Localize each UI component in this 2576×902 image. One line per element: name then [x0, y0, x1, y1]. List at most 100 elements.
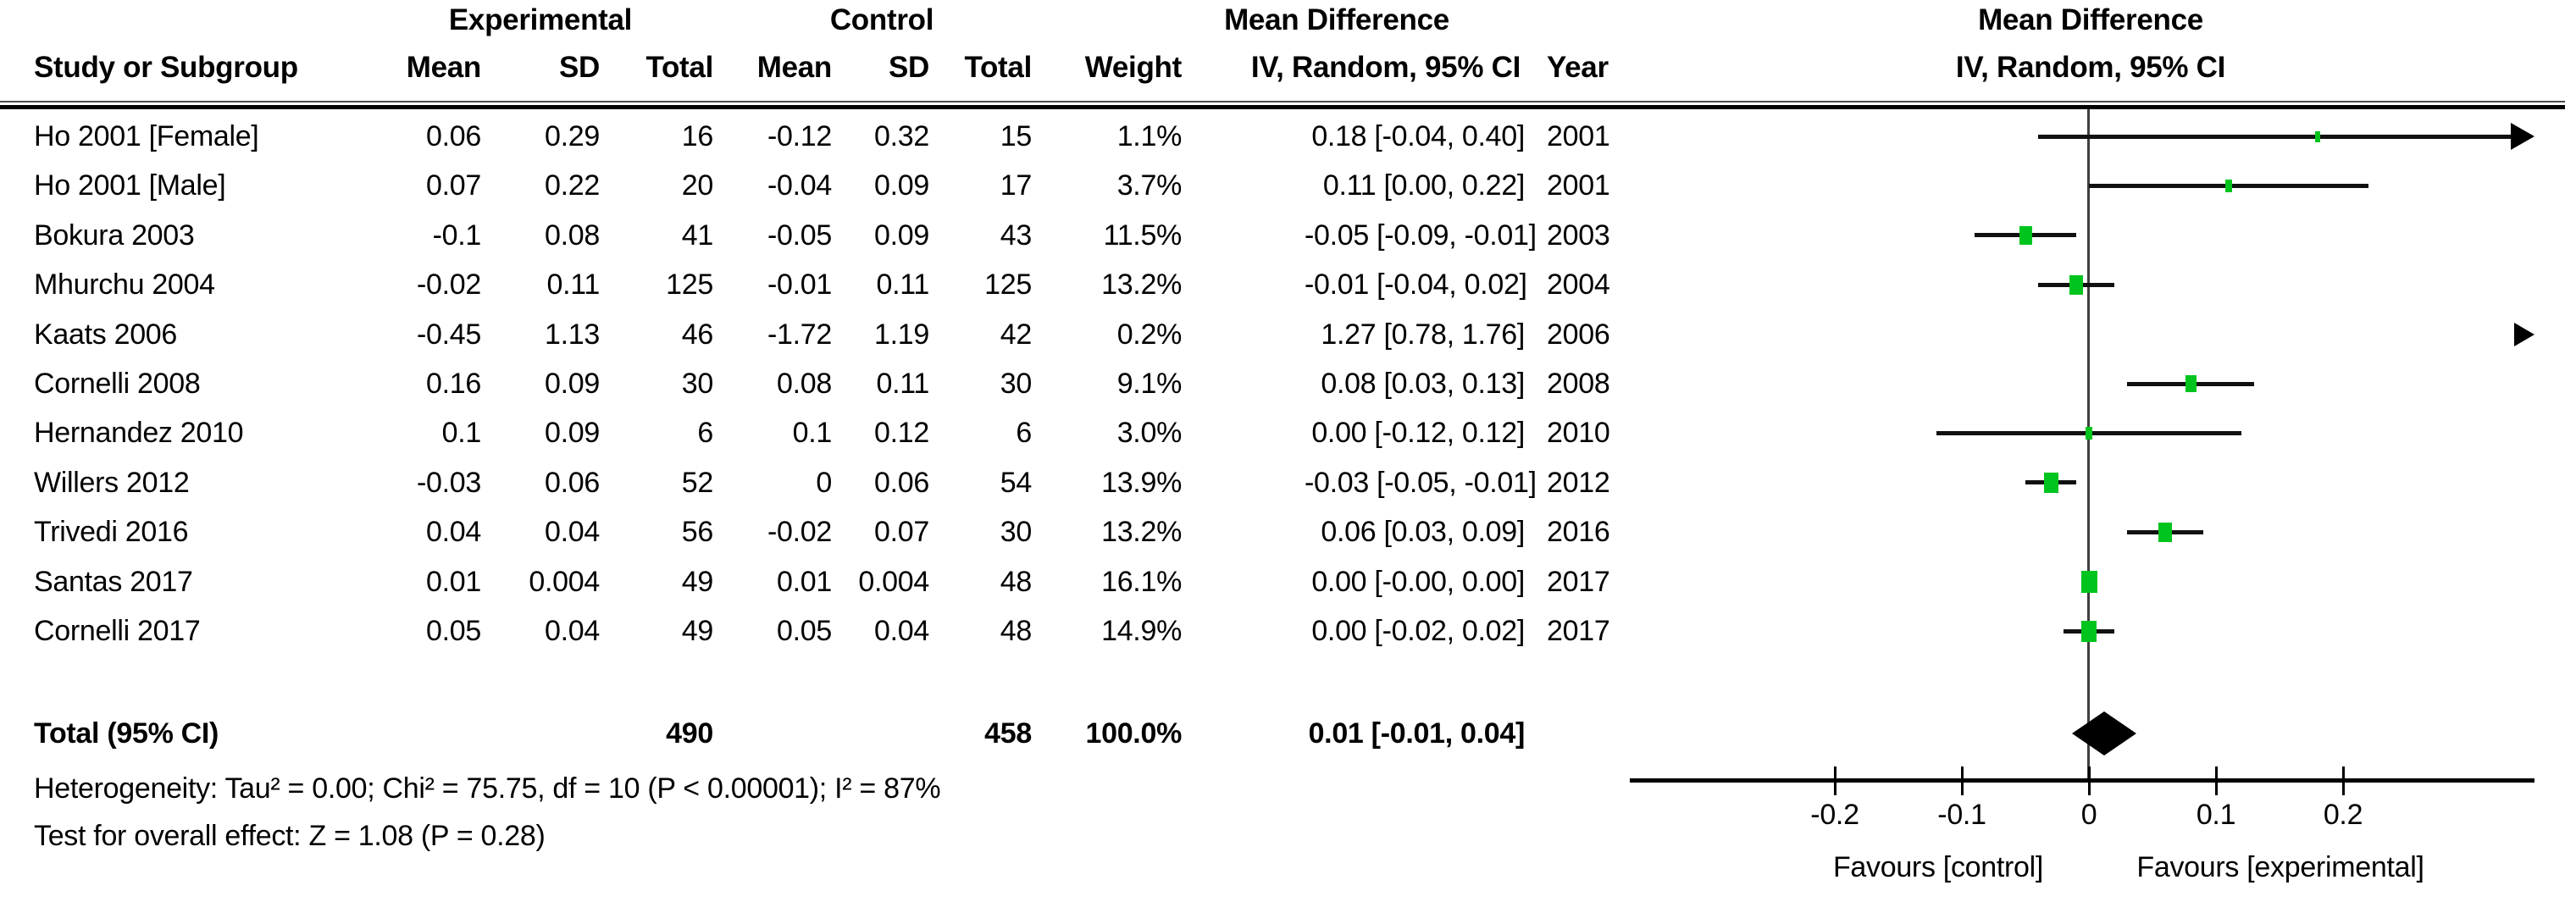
axis-tick [2087, 766, 2091, 795]
cell-year: 2017 [1547, 565, 1610, 598]
header-rule-thin [0, 101, 2565, 102]
offscale-arrow-icon [2514, 322, 2534, 346]
tick-label: -0.2 [1810, 799, 1859, 831]
axis-tick [1833, 766, 1836, 795]
cell-mean_e: 0.07 [426, 169, 481, 202]
cell-total_c: 30 [1000, 516, 1033, 549]
cell-mean_c: 0.1 [792, 417, 833, 450]
cell-sd_c: 0.04 [874, 615, 929, 647]
cell-sd_e: 0.29 [545, 120, 600, 152]
cell-total_c: 48 [1000, 565, 1033, 598]
cell-sd_e: 0.04 [545, 516, 600, 549]
cell-sd_c: 1.19 [874, 318, 929, 351]
cell-sd_c: 0.12 [874, 417, 929, 450]
cell-weight: 13.2% [1101, 516, 1182, 549]
cell-sd_c: 0.07 [874, 516, 929, 549]
study-label: Trivedi 2016 [34, 516, 189, 549]
study-label: Bokura 2003 [34, 219, 195, 252]
cell-sd_e: 0.22 [545, 169, 600, 202]
cell-total_c: 15 [1000, 120, 1033, 152]
effect-marker [2080, 570, 2097, 593]
cell-total_e: 56 [681, 516, 714, 549]
effect-marker [2019, 225, 2032, 245]
effect-marker [2315, 130, 2320, 142]
column-header-ci: IV, Random, 95% CI [1250, 51, 1521, 84]
cell-ci_text: 0.00 [-0.00, 0.00] [1311, 565, 1525, 598]
cell-mean_e: -0.02 [417, 268, 481, 302]
cell-weight: 0.2% [1116, 318, 1183, 351]
cell-year: 2003 [1547, 219, 1610, 252]
x-axis-line [1630, 778, 2534, 783]
column-header-weight: Weight [1084, 51, 1183, 84]
column-header-study: Study or Subgroup [34, 51, 298, 84]
cell-total_e: 49 [681, 615, 714, 647]
cell-total_c: 6 [1016, 417, 1032, 450]
cell-year: 2017 [1547, 615, 1610, 647]
cell-total_e: 41 [681, 219, 714, 252]
cell-sd_c: 0.09 [874, 219, 929, 252]
cell-mean_c: -0.05 [767, 219, 832, 252]
effect-marker [2225, 179, 2232, 192]
cell-ci_text: 0.11 [0.00, 0.22] [1322, 169, 1525, 202]
cell-mean_c: -0.04 [767, 169, 832, 202]
column-header-ci-plot: IV, Random, 95% CI [1955, 51, 2226, 84]
cell-sd_e: 0.11 [546, 268, 601, 302]
cell-year: 2001 [1547, 169, 1610, 202]
cell-sd_c: 0.32 [874, 120, 929, 152]
cell-total_e: 16 [681, 120, 714, 152]
heterogeneity-note: Heterogeneity: Tau² = 0.00; Chi² = 75.75… [34, 772, 941, 805]
cell-ci_text: -0.05 [-0.09, -0.01] [1305, 219, 1537, 252]
cell-ci_text: 0.06 [0.03, 0.09] [1321, 516, 1525, 549]
total-row-ci: 0.01 [-0.01, 0.04] [1308, 717, 1526, 750]
column-header-total-control: Total [964, 51, 1032, 84]
cell-total_c: 125 [984, 268, 1032, 302]
cell-mean_e: -0.03 [417, 466, 481, 499]
column-header-mean-control: Mean [756, 51, 833, 84]
cell-total_c: 43 [1000, 219, 1033, 252]
study-label: Ho 2001 [Male] [34, 169, 226, 202]
cell-weight: 9.1% [1116, 368, 1183, 400]
cell-mean_c: 0 [816, 466, 832, 499]
cell-year: 2008 [1547, 368, 1610, 400]
cell-total_e: 49 [681, 565, 714, 598]
study-label: Willers 2012 [34, 466, 190, 499]
effect-marker [2081, 620, 2097, 642]
cell-total_e: 46 [681, 318, 714, 351]
effect-marker [2043, 472, 2058, 493]
group-header-mean-difference-left: Mean Difference [1224, 3, 1449, 36]
cell-ci_text: 0.08 [0.03, 0.13] [1321, 368, 1525, 400]
cell-total_c: 42 [1000, 318, 1033, 351]
total-row-label: Total (95% CI) [34, 717, 219, 750]
header-rule-thick [0, 105, 2565, 109]
column-header-year: Year [1547, 51, 1609, 84]
study-label: Cornelli 2008 [34, 368, 201, 400]
cell-weight: 13.9% [1101, 466, 1182, 499]
tick-label: 0.1 [2196, 799, 2236, 831]
cell-total_e: 125 [666, 268, 713, 302]
cell-ci_text: 0.00 [-0.12, 0.12] [1311, 417, 1525, 450]
cell-sd_c: 0.09 [874, 169, 929, 202]
tick-label: 0 [2080, 799, 2097, 831]
cell-year: 2006 [1547, 318, 1610, 351]
study-label: Mhurchu 2004 [34, 268, 215, 302]
cell-weight: 16.1% [1101, 565, 1182, 598]
cell-sd_c: 0.004 [858, 565, 929, 598]
effect-marker [2069, 274, 2083, 295]
cell-ci_text: -0.01 [-0.04, 0.02] [1305, 268, 1527, 302]
cell-mean_c: -0.02 [767, 516, 832, 549]
ci-arrow-icon [2511, 123, 2534, 150]
cell-mean_e: 0.04 [426, 516, 481, 549]
cell-ci_text: -0.03 [-0.05, -0.01] [1305, 466, 1537, 499]
cell-ci_text: 0.00 [-0.02, 0.02] [1311, 615, 1525, 647]
cell-weight: 3.0% [1116, 417, 1183, 450]
cell-year: 2010 [1547, 417, 1610, 450]
effect-marker [2158, 522, 2172, 542]
total-row-weight: 100.0% [1085, 717, 1182, 750]
cell-ci_text: 1.27 [0.78, 1.76] [1321, 318, 1525, 351]
cell-total_e: 6 [697, 417, 713, 450]
study-label: Cornelli 2017 [34, 615, 201, 647]
cell-mean_e: -0.45 [417, 318, 481, 351]
cell-year: 2016 [1547, 516, 1610, 549]
cell-sd_e: 0.04 [545, 615, 600, 647]
cell-mean_e: 0.16 [426, 368, 481, 400]
